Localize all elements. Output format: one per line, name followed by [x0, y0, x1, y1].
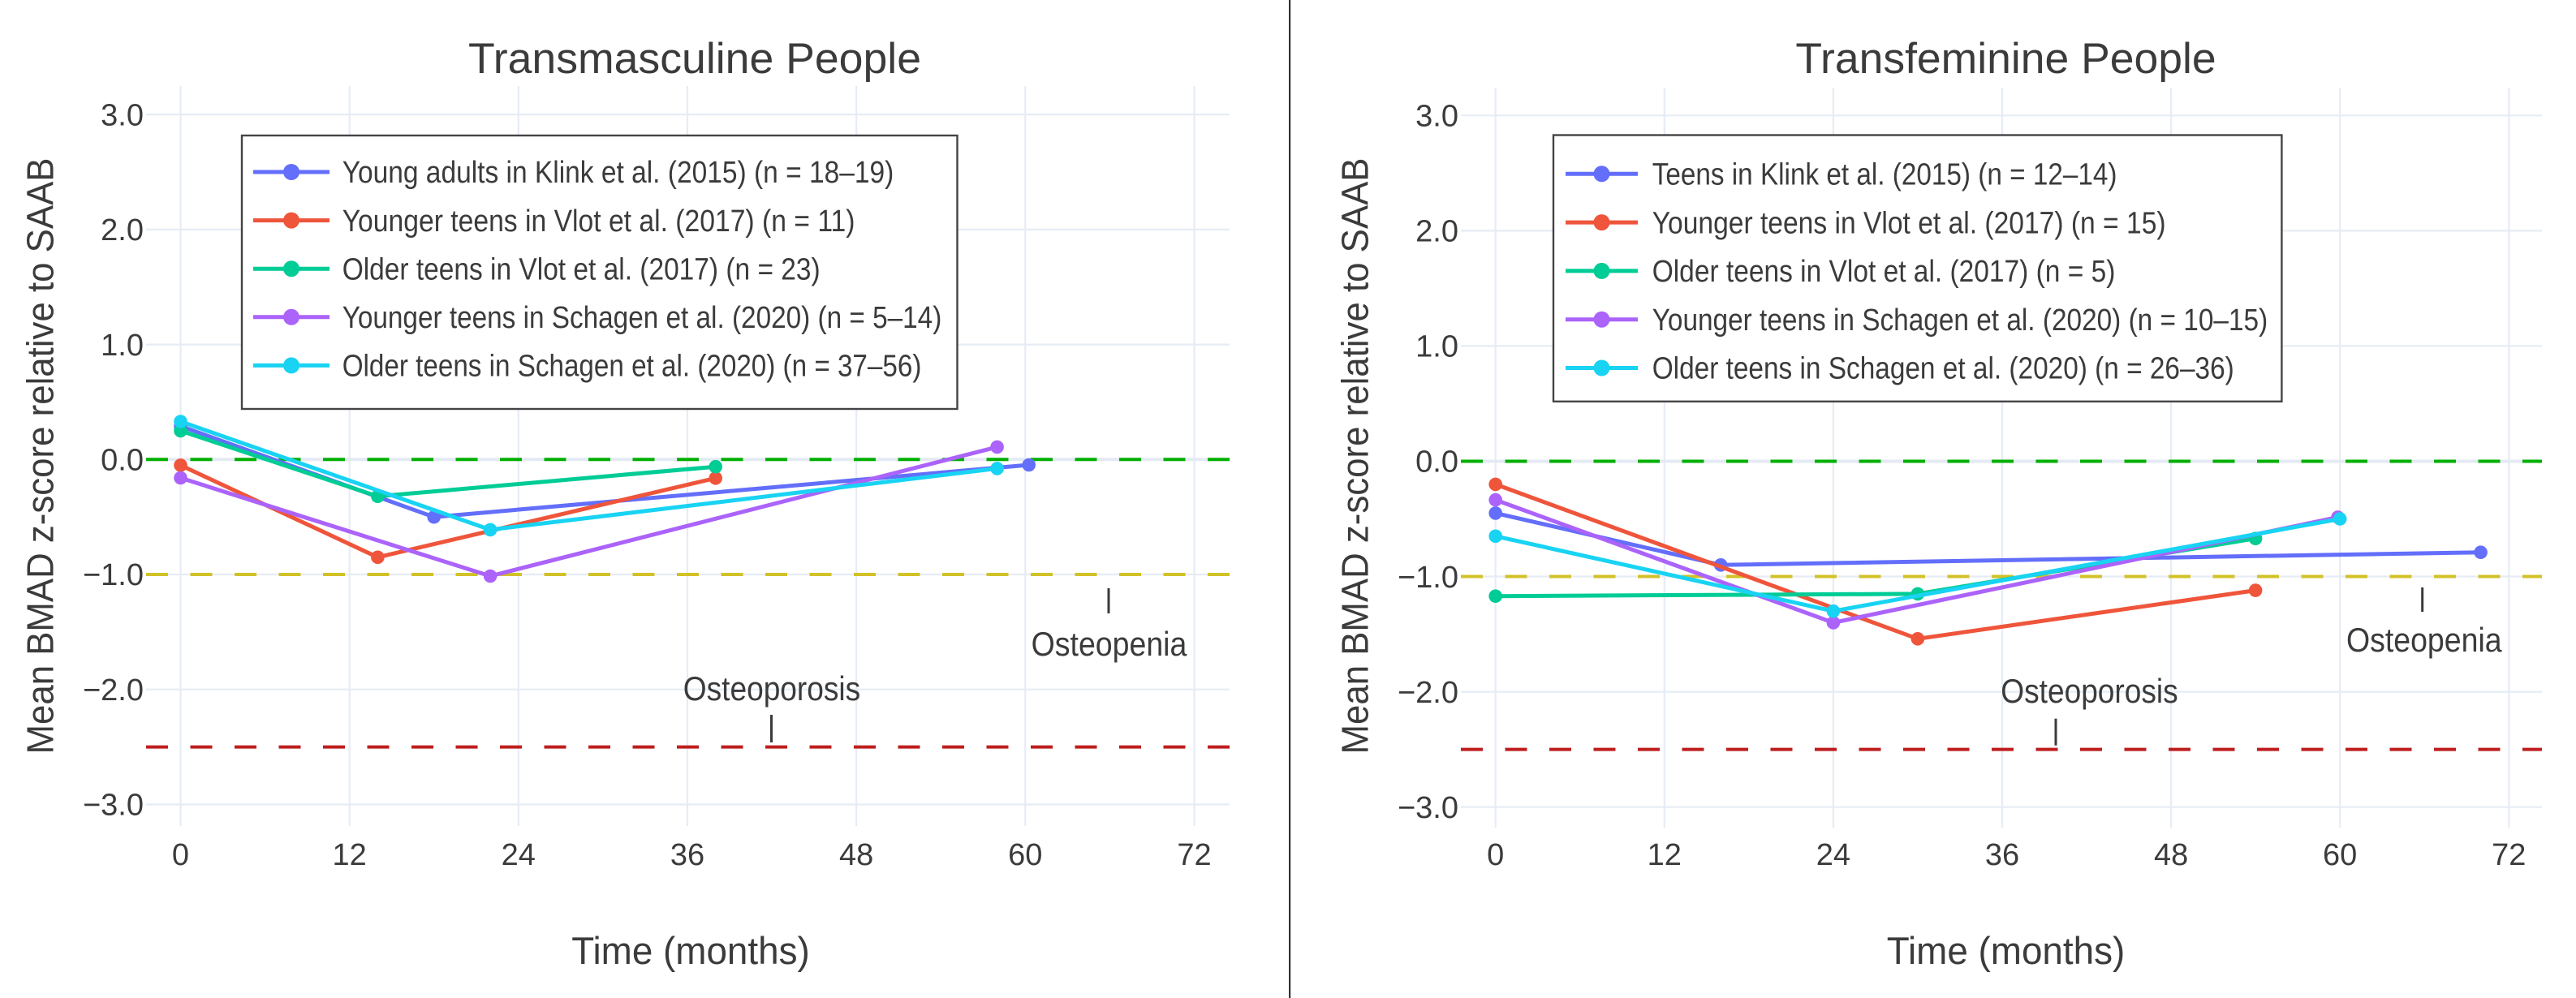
svg-text:Osteoporosis: Osteoporosis — [683, 669, 860, 708]
svg-text:3.0: 3.0 — [1415, 100, 1458, 134]
svg-text:Older teens in Schagen et al.: Older teens in Schagen et al. (2020) (n … — [1652, 352, 2234, 386]
svg-text:36: 36 — [670, 838, 704, 872]
svg-text:3.0: 3.0 — [101, 98, 144, 132]
svg-text:Younger teens in Vlot et al. (: Younger teens in Vlot et al. (2017) (n =… — [342, 204, 855, 239]
svg-text:−2.0: −2.0 — [1398, 676, 1458, 710]
svg-text:−1.0: −1.0 — [1398, 561, 1458, 595]
svg-text:Older teens in Vlot et al. (20: Older teens in Vlot et al. (2017) (n = 5… — [1652, 255, 2116, 289]
svg-text:2.0: 2.0 — [1415, 215, 1458, 249]
svg-text:Older teens in Vlot et al. (20: Older teens in Vlot et al. (2017) (n = 2… — [342, 252, 821, 286]
svg-text:−2.0: −2.0 — [83, 673, 144, 708]
svg-text:Time (months): Time (months) — [571, 929, 810, 972]
svg-text:Osteoporosis: Osteoporosis — [2001, 672, 2178, 710]
svg-text:12: 12 — [333, 838, 367, 872]
svg-text:2.0: 2.0 — [101, 213, 144, 247]
svg-text:Younger teens in Schagen et al: Younger teens in Schagen et al. (2020) (… — [342, 301, 942, 335]
svg-text:Time (months): Time (months) — [1887, 929, 2126, 972]
svg-text:0: 0 — [1487, 838, 1504, 872]
svg-text:24: 24 — [1816, 838, 1850, 872]
svg-text:0: 0 — [172, 838, 189, 872]
svg-text:Mean BMAD z-score relative to: Mean BMAD z-score relative to SAAB — [19, 158, 62, 755]
svg-text:Transmasculine People: Transmasculine People — [468, 35, 921, 83]
svg-text:12: 12 — [1648, 838, 1682, 872]
svg-text:−3.0: −3.0 — [1398, 791, 1458, 825]
svg-text:48: 48 — [2154, 838, 2188, 872]
svg-text:Mean BMAD z-score relative to: Mean BMAD z-score relative to SAAB — [1334, 158, 1376, 755]
svg-text:1.0: 1.0 — [101, 329, 144, 363]
svg-text:36: 36 — [1985, 838, 2019, 872]
svg-text:Young adults in Klink et al. (: Young adults in Klink et al. (2015) (n =… — [342, 156, 894, 190]
svg-text:72: 72 — [1177, 838, 1211, 872]
svg-text:60: 60 — [2323, 838, 2357, 872]
svg-text:Teens in Klink et al. (2015) (: Teens in Klink et al. (2015) (n = 12–14) — [1652, 158, 2117, 192]
svg-text:Osteopenia: Osteopenia — [1032, 625, 1187, 663]
svg-text:Transfeminine People: Transfeminine People — [1795, 35, 2216, 83]
svg-text:−3.0: −3.0 — [83, 789, 144, 823]
svg-text:−1.0: −1.0 — [83, 558, 144, 592]
svg-text:0.0: 0.0 — [1415, 445, 1458, 480]
svg-text:0.0: 0.0 — [101, 444, 144, 478]
svg-text:Younger teens in Schagen et al: Younger teens in Schagen et al. (2020) (… — [1652, 303, 2268, 338]
svg-text:Osteopenia: Osteopenia — [2346, 621, 2502, 659]
svg-text:Younger teens in Vlot et al. (: Younger teens in Vlot et al. (2017) (n =… — [1652, 206, 2166, 240]
svg-text:72: 72 — [2492, 838, 2526, 872]
svg-text:24: 24 — [502, 838, 536, 872]
svg-text:Older teens in Schagen et al.: Older teens in Schagen et al. (2020) (n … — [342, 350, 922, 384]
svg-text:60: 60 — [1008, 838, 1042, 872]
svg-text:48: 48 — [839, 838, 873, 872]
svg-text:1.0: 1.0 — [1415, 330, 1458, 364]
